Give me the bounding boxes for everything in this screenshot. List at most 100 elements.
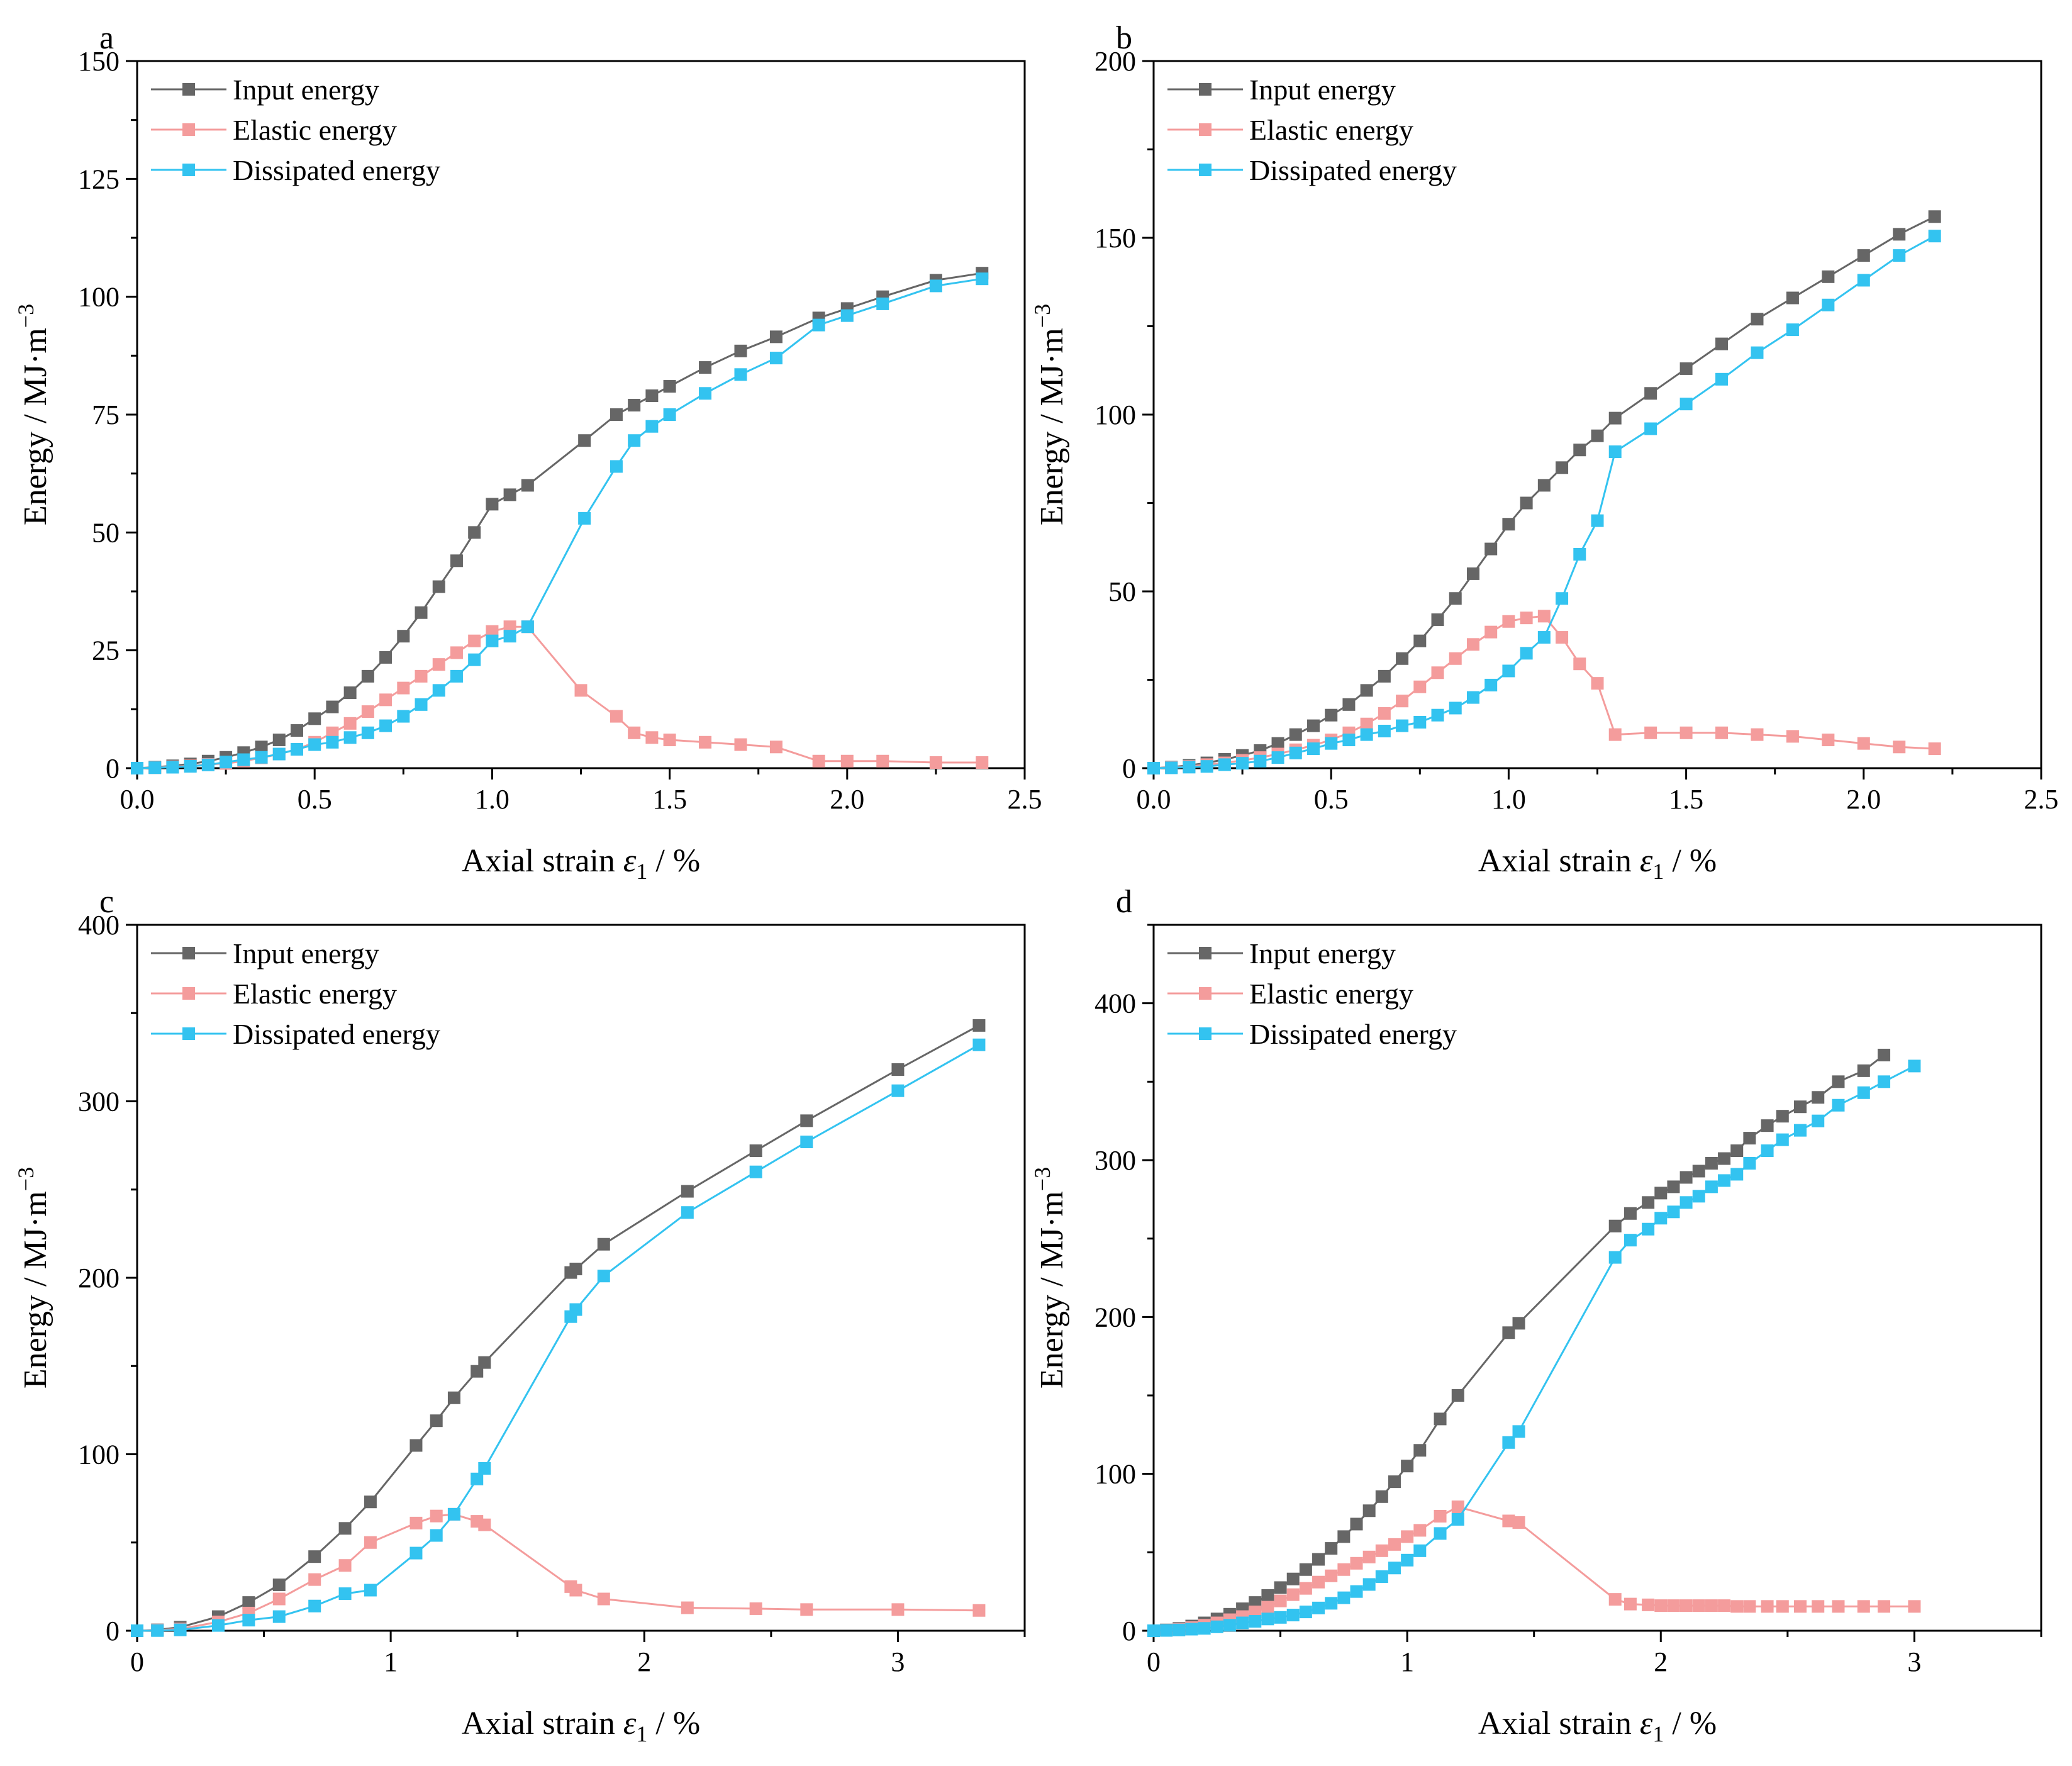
data-point <box>1431 613 1444 626</box>
data-point <box>1261 1612 1274 1626</box>
data-point <box>1761 1119 1774 1132</box>
data-point <box>1743 1132 1756 1145</box>
data-point <box>1644 726 1657 739</box>
data-point <box>1350 1517 1363 1531</box>
x-tick-label: 3 <box>891 1646 905 1677</box>
x-tick-label: 0 <box>1147 1646 1161 1677</box>
data-point <box>1893 740 1906 754</box>
data-point <box>361 705 374 718</box>
data-point <box>174 1623 187 1636</box>
data-point <box>1512 1425 1525 1438</box>
data-point <box>1705 1180 1718 1193</box>
data-point <box>1832 1075 1845 1088</box>
data-point <box>338 1559 352 1572</box>
data-point <box>148 761 162 774</box>
data-point <box>1908 1059 1921 1073</box>
data-point <box>1466 567 1479 580</box>
data-point <box>681 1185 694 1198</box>
data-point <box>166 761 179 774</box>
data-point <box>1413 1544 1427 1557</box>
x-tick-label: 2.5 <box>1008 784 1042 815</box>
data-point <box>597 1270 610 1283</box>
data-point <box>1261 1589 1274 1602</box>
data-point <box>338 1587 352 1601</box>
data-point <box>1396 719 1409 732</box>
x-tick-label: 1 <box>384 1646 398 1677</box>
x-tick-label: 2 <box>637 1646 651 1677</box>
data-point <box>379 719 393 732</box>
data-point <box>1342 698 1356 711</box>
data-point <box>1147 762 1160 774</box>
data-point <box>1466 691 1479 704</box>
data-point <box>1608 1593 1622 1606</box>
data-point <box>1591 514 1604 527</box>
data-point <box>415 669 428 683</box>
data-point <box>769 740 783 754</box>
data-point <box>1388 1475 1401 1489</box>
legend: Input energy Elastic energy Dissipated ene… <box>1167 937 1457 1050</box>
series-line <box>136 1513 979 1632</box>
data-point <box>1289 746 1302 759</box>
data-point <box>681 1206 694 1219</box>
data-point <box>1832 1600 1845 1613</box>
data-point <box>1312 1553 1325 1566</box>
data-point <box>1642 1222 1655 1236</box>
data-point <box>1537 479 1551 492</box>
data-point <box>1679 362 1693 375</box>
data-point <box>1520 612 1533 625</box>
data-point <box>1396 652 1409 665</box>
data-point <box>1822 734 1835 747</box>
data-point <box>1451 1501 1464 1514</box>
data-point <box>1360 684 1373 697</box>
data-point <box>1325 1542 1338 1555</box>
data-point <box>1692 1599 1705 1612</box>
data-point <box>1857 274 1870 287</box>
data-point <box>1183 761 1196 774</box>
data-point <box>734 368 747 381</box>
y-tick-label: 25 <box>92 635 120 666</box>
data-point <box>486 634 499 647</box>
data-point <box>1449 652 1462 665</box>
data-point <box>1360 717 1373 730</box>
data-point <box>1679 1171 1693 1184</box>
data-point <box>1299 1582 1312 1595</box>
data-point <box>1776 1133 1789 1146</box>
data-point <box>1274 1581 1287 1594</box>
x-tick-label: 1.0 <box>475 784 510 815</box>
data-point <box>1794 1100 1807 1114</box>
data-point <box>610 408 623 421</box>
data-point <box>1147 1624 1160 1637</box>
y-axis-title: Energy / MJ·m−3 <box>13 304 53 525</box>
data-point <box>237 753 250 766</box>
data-point <box>1388 1562 1401 1575</box>
data-point <box>468 653 481 666</box>
data-point <box>1857 737 1870 750</box>
y-tick-label: 100 <box>1094 400 1136 430</box>
data-point <box>663 734 676 747</box>
data-point <box>409 1546 423 1560</box>
y-tick-label: 400 <box>78 910 120 941</box>
data-point <box>478 1461 491 1475</box>
series-line <box>1153 1065 1915 1632</box>
data-point <box>891 1063 905 1076</box>
data-point <box>1654 1212 1668 1225</box>
data-point <box>1751 346 1764 359</box>
panel-label: d <box>1116 884 1132 920</box>
data-point <box>1160 1624 1173 1637</box>
legend-label: Dissipated energy <box>1249 154 1457 186</box>
data-point <box>450 669 463 683</box>
data-point <box>326 735 339 749</box>
y-axis-title: Energy / MJ·m−3 <box>13 1167 53 1389</box>
data-point <box>1484 625 1498 639</box>
data-point <box>1223 1619 1236 1632</box>
data-point <box>151 1624 164 1637</box>
data-point <box>521 620 534 634</box>
data-point <box>749 1165 762 1178</box>
data-point <box>415 698 428 711</box>
data-point <box>1644 387 1657 400</box>
x-tick-label: 0.5 <box>1314 784 1349 815</box>
data-point <box>749 1602 762 1615</box>
data-point <box>478 1356 491 1369</box>
data-point <box>1591 429 1604 442</box>
data-point <box>840 754 854 768</box>
